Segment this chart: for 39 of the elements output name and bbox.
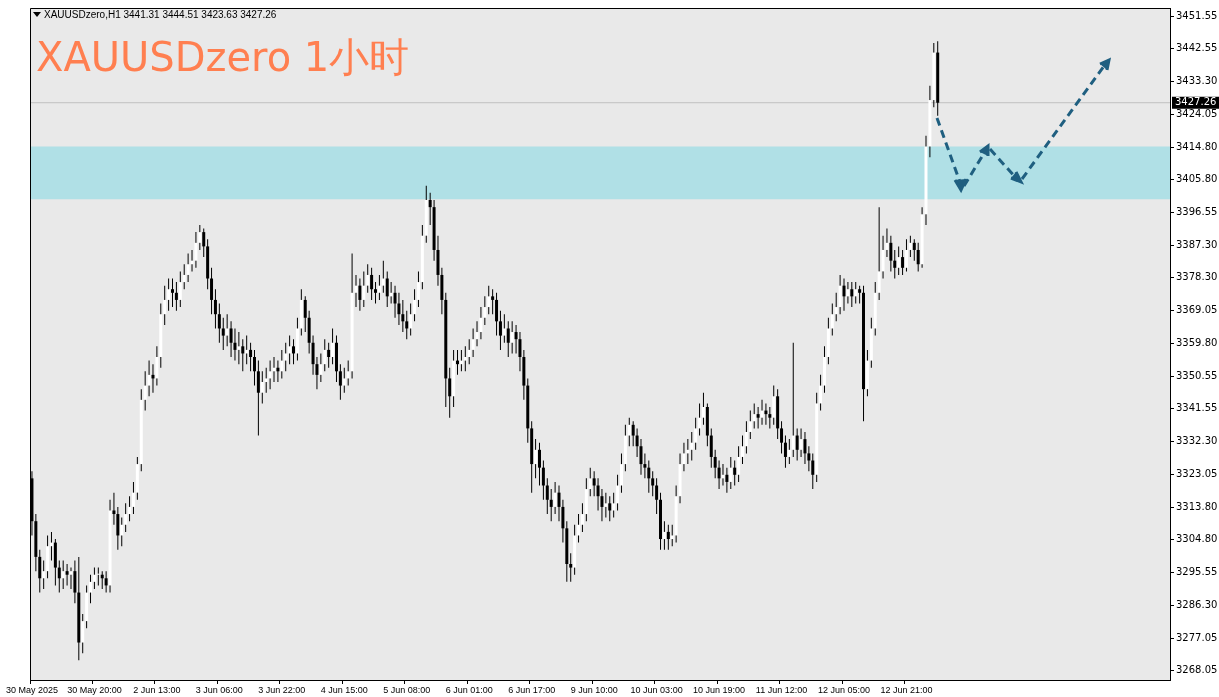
x-tick-label: 2 Jun 13:00 — [133, 684, 181, 695]
y-tick-label: 3304.80 — [1176, 533, 1218, 545]
y-tick-label: 3313.80 — [1176, 501, 1218, 513]
x-tick-label: 10 Jun 03:00 — [630, 684, 683, 695]
x-tick-label: 3 Jun 22:00 — [258, 684, 306, 695]
y-tick-label: 3341.55 — [1176, 402, 1218, 414]
y-tick-label: 3442.55 — [1176, 41, 1218, 53]
y-tick-label: 3396.55 — [1176, 205, 1218, 217]
text: XAUUSDzero 1小时 — [36, 33, 410, 82]
y-tick-label: 3387.30 — [1176, 238, 1218, 250]
y-tick-label: 3332.30 — [1176, 435, 1218, 447]
x-tick-label: 12 Jun 21:00 — [880, 684, 933, 695]
y-tick-label: 3378.30 — [1176, 271, 1218, 283]
y-tick-label: 3277.05 — [1176, 632, 1218, 644]
y-tick-label: 3369.05 — [1176, 304, 1218, 316]
x-tick-label: 3 Jun 06:00 — [195, 684, 243, 695]
y-tick-label: 3414.80 — [1176, 140, 1218, 152]
x-tick-label: 4 Jun 15:00 — [320, 684, 368, 695]
y-tick-label: 3424.05 — [1176, 107, 1218, 119]
x-tick-label: 11 Jun 12:00 — [755, 684, 808, 695]
annotation: XAUUSDzero,H1 3441.31 3444.51 3423.63 3427.26 — [44, 9, 277, 20]
x-tick-label: 5 Jun 08:00 — [383, 684, 431, 695]
x-tick-label: 10 Jun 19:00 — [693, 684, 746, 695]
x-tick-label: 30 May 20:00 — [67, 684, 122, 695]
y-tick-label: 3433.30 — [1176, 74, 1218, 86]
y-tick-label: 3286.30 — [1176, 599, 1218, 611]
y-tick-label: 3359.80 — [1176, 337, 1218, 349]
x-tick-label: 9 Jun 10:00 — [570, 684, 618, 695]
y-tick-label: 3268.05 — [1176, 664, 1218, 676]
x-tick-label: 30 May 2025 — [5, 684, 58, 695]
ref-line-label: 3427.26 — [1175, 96, 1217, 108]
x-tick-label: 6 Jun 17:00 — [508, 684, 556, 695]
y-tick-label: 3323.05 — [1176, 468, 1218, 480]
x-tick-label: 6 Jun 01:00 — [445, 684, 493, 695]
y-tick-label: 3350.55 — [1176, 370, 1218, 382]
x-tick-label: 12 Jun 05:00 — [817, 684, 871, 695]
y-tick-label: 3451.55 — [1176, 9, 1218, 21]
y-tick-label: 3295.55 — [1176, 566, 1218, 578]
y-tick-label: 3405.80 — [1176, 172, 1218, 184]
